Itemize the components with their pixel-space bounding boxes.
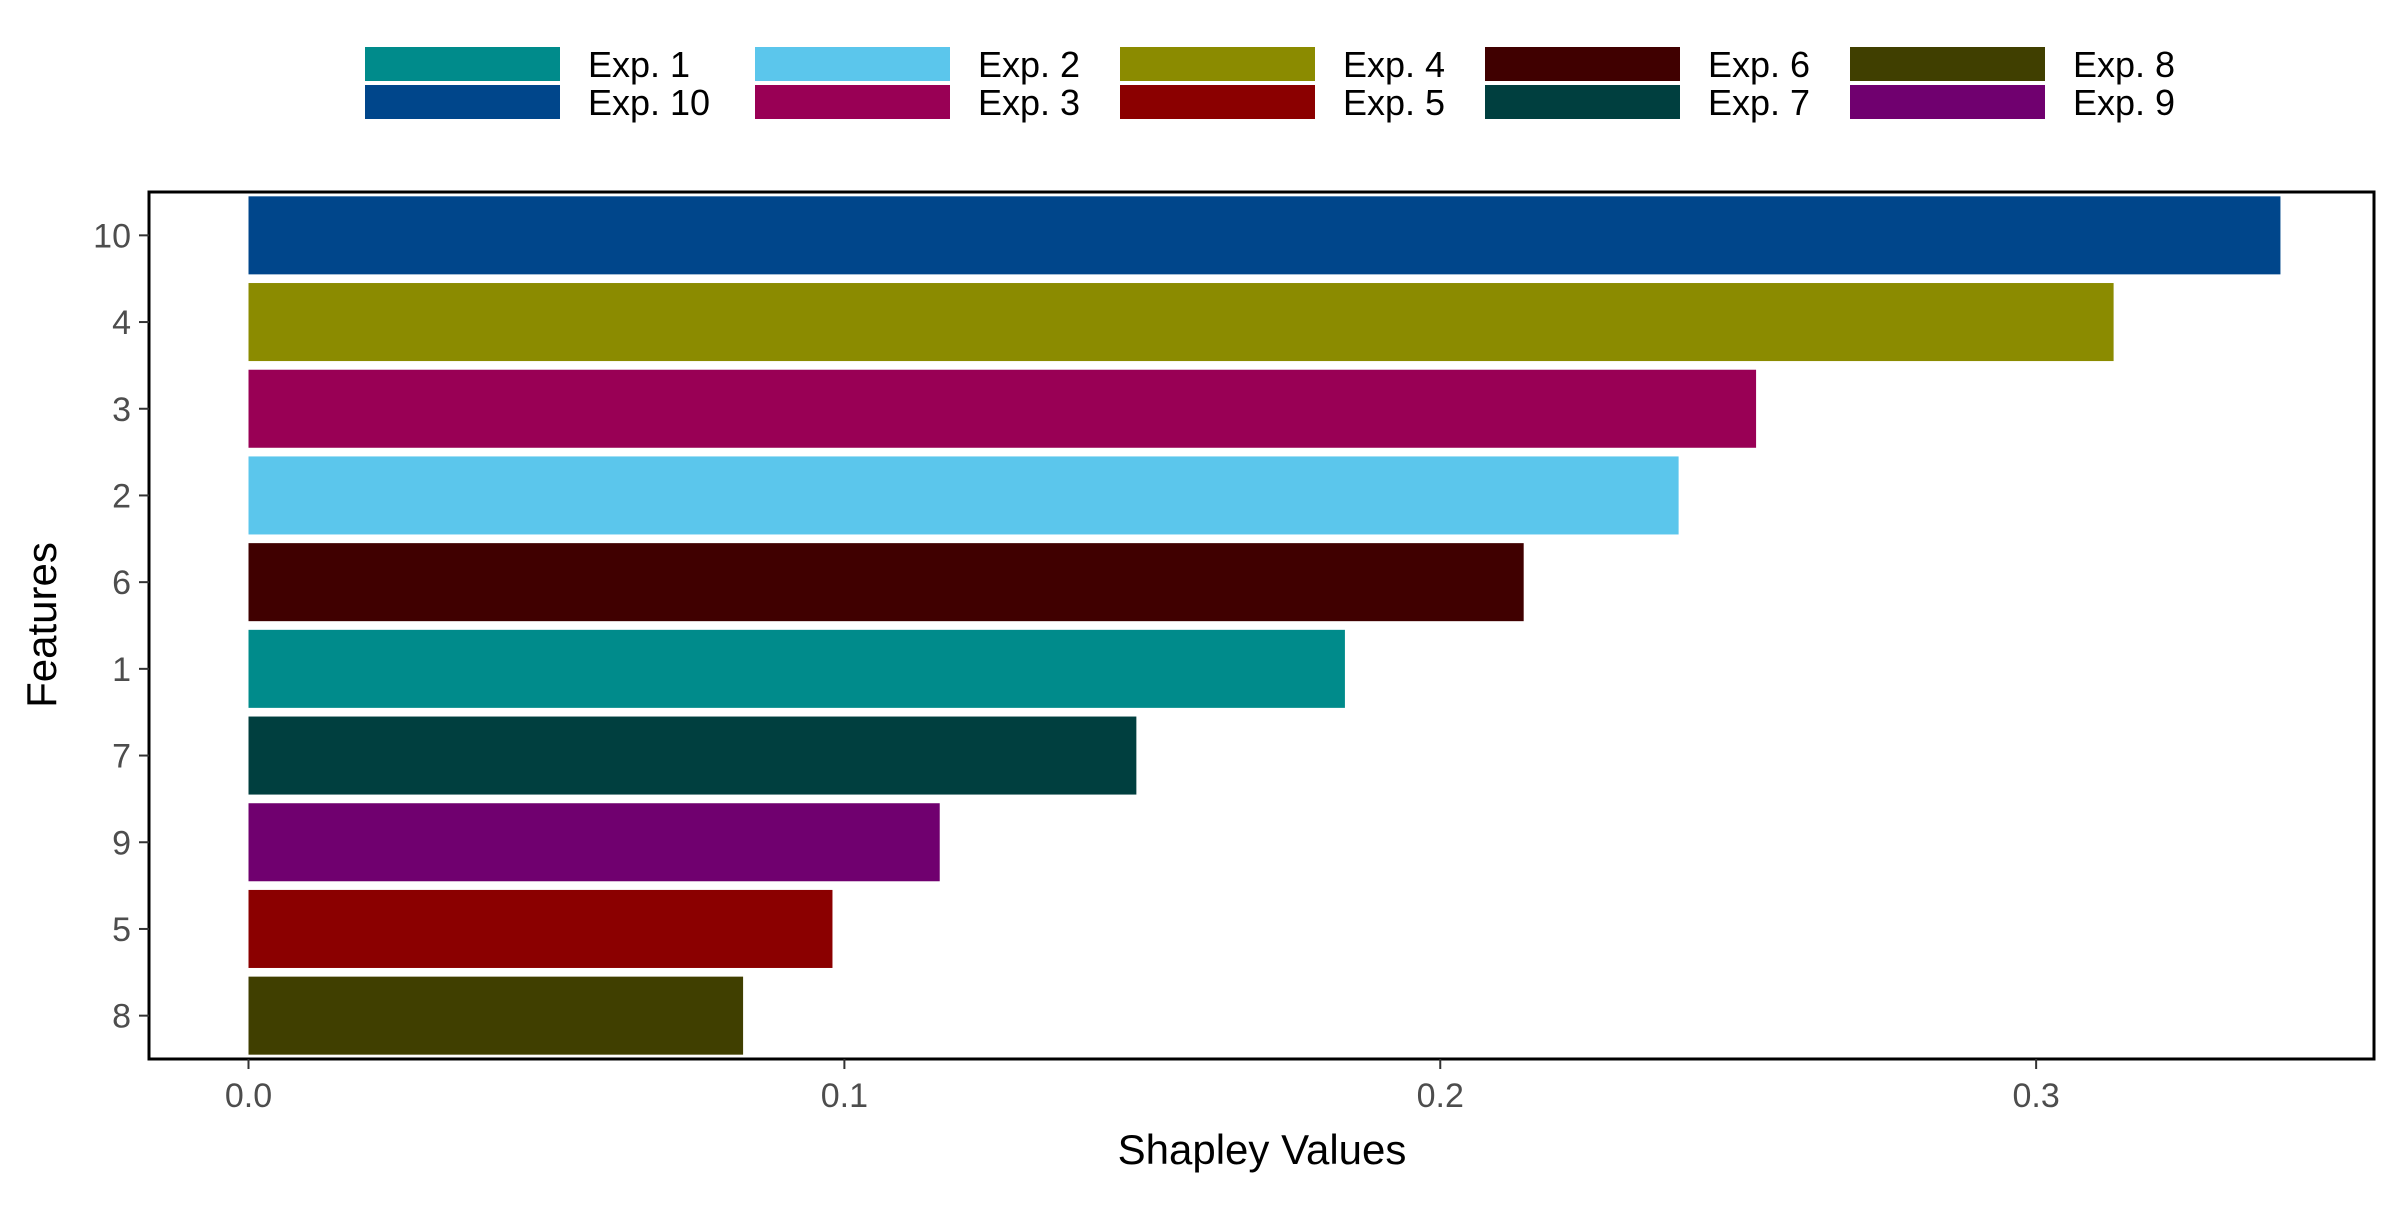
legend-label: Exp. 4 xyxy=(1343,44,1445,85)
y-tick-label: 5 xyxy=(112,911,131,949)
legend-label: Exp. 7 xyxy=(1708,82,1810,123)
plot-panel-border xyxy=(147,190,2376,1061)
legend-label: Exp. 9 xyxy=(2073,82,2175,123)
bar-feature-3 xyxy=(248,369,1757,448)
legend-key xyxy=(365,85,560,119)
legend-label: Exp. 10 xyxy=(588,82,710,123)
y-tick-label: 4 xyxy=(112,304,131,342)
y-tick-label: 8 xyxy=(112,998,131,1036)
bars-group xyxy=(248,196,2281,1055)
legend-key xyxy=(1485,47,1680,81)
legend-key xyxy=(1850,85,2045,119)
y-tick-label: 3 xyxy=(112,391,131,429)
y-tick-label: 6 xyxy=(112,564,131,602)
bar-feature-1 xyxy=(248,629,1345,708)
x-axis: 0.0 0.1 0.2 0.3 xyxy=(225,1059,2060,1115)
y-axis: 10 4 3 2 6 1 7 9 5 8 xyxy=(93,217,149,1036)
y-tick-label: 10 xyxy=(93,217,131,255)
bar-feature-10 xyxy=(248,196,2281,275)
bar-feature-6 xyxy=(248,543,1524,622)
bar-feature-8 xyxy=(248,976,744,1055)
legend-label: Exp. 1 xyxy=(588,44,690,85)
legend-key xyxy=(1120,47,1315,81)
bar-feature-2 xyxy=(248,456,1679,535)
x-tick-label: 0.2 xyxy=(1417,1077,1464,1115)
legend-label: Exp. 6 xyxy=(1708,44,1810,85)
y-axis-title: Features xyxy=(18,542,65,708)
legend-label: Exp. 2 xyxy=(978,44,1080,85)
y-tick-label: 7 xyxy=(112,738,131,776)
bar-feature-4 xyxy=(248,283,2114,362)
legend-key xyxy=(365,47,560,81)
legend-label: Exp. 8 xyxy=(2073,44,2175,85)
legend-label: Exp. 3 xyxy=(978,82,1080,123)
y-tick-label: 9 xyxy=(112,824,131,862)
legend-key xyxy=(1485,85,1680,119)
legend-key xyxy=(1850,47,2045,81)
bar-feature-5 xyxy=(248,889,833,968)
bar-feature-7 xyxy=(248,716,1137,795)
x-tick-label: 0.1 xyxy=(821,1077,868,1115)
x-tick-label: 0.3 xyxy=(2013,1077,2060,1115)
y-tick-label: 1 xyxy=(112,651,131,689)
legend-label: Exp. 5 xyxy=(1343,82,1445,123)
y-tick-label: 2 xyxy=(112,477,131,515)
legend-key xyxy=(755,85,950,119)
legend-key xyxy=(755,47,950,81)
bar-feature-9 xyxy=(248,803,940,882)
x-axis-title: Shapley Values xyxy=(1118,1126,1407,1173)
legend-key xyxy=(1120,85,1315,119)
x-tick-label: 0.0 xyxy=(225,1077,272,1115)
